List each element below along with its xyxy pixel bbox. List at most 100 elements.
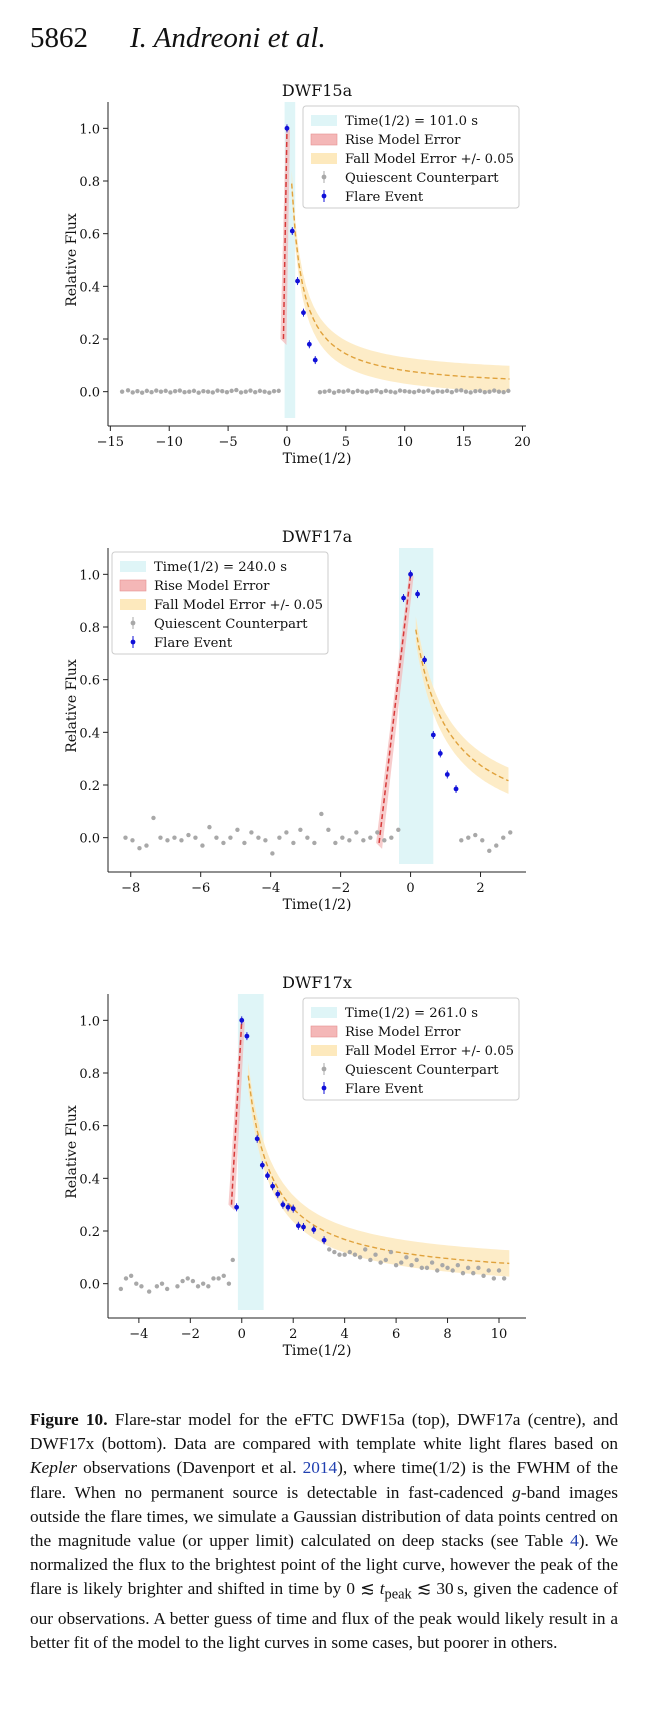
quiescent-point [158, 835, 163, 840]
quiescent-point [154, 388, 159, 393]
legend-swatch [311, 1007, 337, 1018]
quiescent-point [414, 1257, 419, 1263]
quiescent-point [211, 1276, 216, 1281]
legend-label: Rise Model Error [345, 1025, 461, 1040]
quiescent-point [491, 1276, 497, 1281]
quiescent-point [230, 1257, 235, 1263]
quiescent-point [135, 388, 140, 394]
quiescent-point [267, 390, 272, 395]
legend-label: Time(1/2) = 101.0 s [345, 114, 478, 129]
quiescent-point [224, 389, 230, 395]
quiescent-point [455, 1263, 461, 1268]
quiescent-point [378, 1260, 383, 1265]
quiescent-point [435, 388, 440, 394]
legend: Time(1/2) = 101.0 s Rise Model Error Fall … [302, 105, 520, 209]
page-number: 5862 [30, 22, 88, 54]
quiescent-point [352, 1252, 358, 1257]
y-tick-label: 0.2 [79, 333, 100, 348]
quiescent-point [481, 1273, 486, 1278]
legend-label: Rise Model Error [345, 133, 461, 148]
quiescent-point [361, 838, 366, 843]
fall-model-line [247, 1075, 510, 1265]
quiescent-point [341, 389, 346, 394]
quiescent-point [364, 390, 370, 395]
flare-point [444, 772, 450, 777]
flare-point [295, 1223, 301, 1229]
x-tick-label: 20 [514, 435, 531, 450]
x-tick-label: 4 [341, 1327, 349, 1342]
quiescent-point [421, 389, 426, 394]
quiescent-point [220, 388, 225, 394]
flare-point [321, 1237, 327, 1243]
legend-label: Quiescent Counterpart [345, 171, 499, 186]
x-tick-label: 2 [476, 881, 484, 896]
quiescent-point [440, 1263, 445, 1268]
quiescent-point [374, 388, 379, 393]
quiescent-point [248, 388, 253, 393]
quiescent-point [459, 838, 464, 843]
legend-label: Quiescent Counterpart [154, 617, 308, 632]
flare-point [437, 751, 443, 756]
quiescent-point [200, 843, 205, 848]
quiescent-point [243, 389, 248, 394]
legend-label: Fall Model Error +/- 0.05 [154, 598, 323, 613]
table-link[interactable]: 4 [570, 1531, 579, 1551]
quiescent-point [271, 388, 277, 394]
quiescent-point [402, 388, 407, 394]
quiescent-point [177, 388, 183, 393]
y-axis-label: Relative Flux [64, 1105, 80, 1199]
flare-point [295, 278, 300, 284]
flare-point [301, 1224, 306, 1230]
quiescent-point [235, 827, 240, 832]
flare-point [408, 571, 413, 577]
quiescent-point [473, 832, 478, 838]
legend-marker [321, 1066, 327, 1072]
quiescent-point [207, 824, 212, 830]
quiescent-point [119, 389, 125, 394]
quiescent-point [257, 388, 263, 394]
flare-point [284, 125, 290, 131]
rise-model-band [376, 570, 414, 849]
x-tick-label: −10 [156, 435, 183, 450]
y-tick-label: 0.6 [79, 674, 100, 689]
quiescent-point [466, 835, 471, 840]
flare-point [401, 595, 406, 601]
citation-link[interactable]: 2014 [302, 1458, 338, 1478]
quiescent-point [342, 1252, 347, 1257]
quiescent-point [195, 1284, 201, 1289]
x-tick-label: −2 [181, 1327, 200, 1342]
x-tick-label: 10 [396, 435, 413, 450]
quiescent-point [454, 388, 459, 393]
quiescent-point [350, 389, 356, 395]
chart-dwf17x: DWF17x 0.0 0.2 0.4 0.6 0.8 1.0 −4 −2 0 2 4 6 8 10 Time(… [64, 973, 526, 1359]
quiescent-point [501, 389, 506, 395]
flare-point [430, 732, 436, 738]
y-tick-label: 1.0 [79, 568, 100, 583]
quiescent-point [383, 388, 389, 394]
legend-label: Flare Event [345, 190, 424, 205]
legend-swatch [120, 561, 146, 572]
quiescent-point [206, 1284, 211, 1289]
y-tick-label: 0.6 [79, 228, 100, 243]
legend-swatch [310, 133, 338, 146]
flare-point [265, 1173, 270, 1179]
quiescent-point [482, 389, 487, 395]
page-header: 5862 I. Andreoni et al. [30, 22, 326, 55]
quiescent-point [487, 389, 492, 394]
flare-point [301, 310, 306, 316]
flare-point [280, 1202, 286, 1208]
chart-title: DWF15a [282, 81, 353, 100]
quiescent-point [429, 1260, 435, 1265]
quiescent-point [154, 1284, 160, 1289]
quiescent-point [137, 846, 142, 851]
legend-box [111, 551, 329, 655]
y-tick-label: 0.8 [79, 175, 100, 190]
y-tick-label: 0.2 [79, 1225, 100, 1240]
legend-label: Rise Model Error [154, 579, 270, 594]
legend: Time(1/2) = 261.0 s Rise Model Error Fall … [302, 997, 520, 1101]
quiescent-point [190, 1278, 196, 1284]
x-tick-label: 6 [392, 1327, 400, 1342]
quiescent-point [357, 1255, 363, 1260]
legend-label: Flare Event [154, 636, 233, 651]
legend-swatch [311, 1045, 337, 1056]
